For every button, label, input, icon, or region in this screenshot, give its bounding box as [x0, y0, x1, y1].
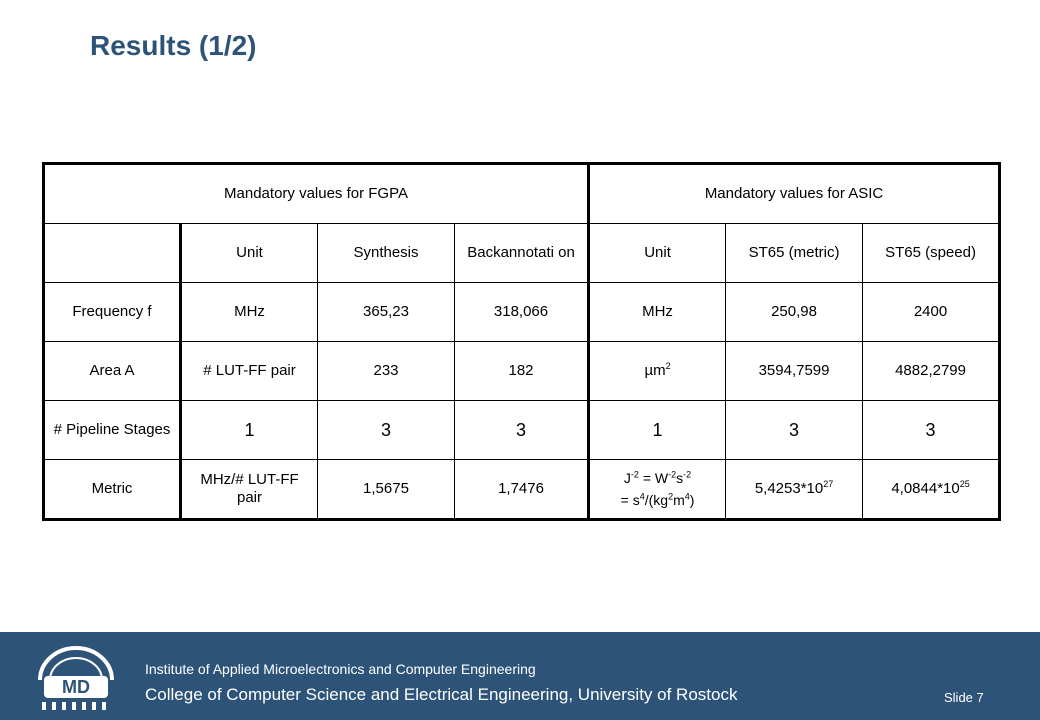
cell-unit-asic: MHz [587, 282, 727, 342]
table-row-metric: Metric MHz/# LUT-FF pair 1,5675 1,7476 J… [43, 459, 1001, 520]
cell-synthesis: 233 [317, 341, 455, 401]
institute-name: Institute of Applied Microelectronics an… [145, 661, 536, 677]
cell-backannotation: 182 [453, 341, 590, 401]
cell-unit-asic: 1 [587, 400, 727, 460]
formula-line-1: J-2 = W-2s-2 [623, 469, 692, 486]
cell-backannotation: 1,7476 [453, 459, 590, 520]
header-unit-fpga: Unit [180, 223, 318, 283]
header-backannotation: Backannotati on [453, 223, 590, 283]
group-header-asic: Mandatory values for ASIC [587, 163, 1001, 224]
cell-st65-speed: 4882,2799 [862, 341, 1001, 401]
footer-band: MD Institute of Applied Microelectronics… [0, 632, 1040, 720]
cell-unit-fpga: # LUT-FF pair [180, 341, 318, 401]
cell-synthesis: 1,5675 [317, 459, 455, 520]
table-row-pipeline: # Pipeline Stages 1 3 3 1 3 3 [43, 400, 1001, 460]
cell-st65-speed: 2400 [862, 282, 1001, 342]
group-header-fpga: Mandatory values for FGPA [42, 163, 590, 224]
slide-title: Results (1/2) [90, 30, 257, 61]
cell-unit-fpga: MHz [180, 282, 318, 342]
table-group-row: Mandatory values for FGPA Mandatory valu… [42, 163, 1001, 224]
header-st65-metric: ST65 (metric) [725, 223, 864, 283]
cell-unit-fpga: MHz/# LUT-FF pair [180, 459, 318, 520]
unit-exponent: 2 [665, 361, 671, 371]
header-blank-cell [43, 223, 182, 283]
cell-synthesis: 3 [317, 400, 455, 460]
row-label: Area A [43, 341, 182, 401]
slide-number: Slide 7 [944, 690, 984, 705]
cell-st65-metric: 5,4253*1027 [725, 459, 864, 520]
university-logo-icon: MD [38, 646, 114, 710]
logo-text: MD [62, 677, 90, 697]
cell-st65-metric: 250,98 [725, 282, 864, 342]
cell-st65-speed: 3 [862, 400, 1001, 460]
college-name: College of Computer Science and Electric… [145, 685, 738, 704]
cell-st65-speed: 4,0844*1025 [862, 459, 1001, 520]
row-label: Metric [43, 459, 182, 520]
formula-line-2: = s4/(kg2m4) [620, 491, 695, 508]
header-st65-speed: ST65 (speed) [862, 223, 1001, 283]
table-row-frequency: Frequency f MHz 365,23 318,066 MHz 250,9… [43, 282, 1001, 342]
header-synthesis: Synthesis [317, 223, 455, 283]
cell-st65-metric: 3594,7599 [725, 341, 864, 401]
results-table: Mandatory values for FGPA Mandatory valu… [42, 162, 1002, 521]
header-unit-asic: Unit [587, 223, 727, 283]
cell-backannotation: 3 [453, 400, 590, 460]
table-header-row: Unit Synthesis Backannotati on Unit ST65… [43, 223, 1001, 283]
cell-st65-metric: 3 [725, 400, 864, 460]
unit-base: µm [644, 362, 666, 379]
cell-unit-fpga: 1 [180, 400, 318, 460]
row-label: Frequency f [43, 282, 182, 342]
cell-backannotation: 318,066 [453, 282, 590, 342]
cell-unit-asic: µm2 [587, 341, 727, 401]
table-row-area: Area A # LUT-FF pair 233 182 µm2 3594,75… [43, 341, 1001, 401]
row-label: # Pipeline Stages [43, 400, 182, 460]
cell-unit-asic-formula: J-2 = W-2s-2 = s4/(kg2m4) [587, 459, 727, 520]
cell-synthesis: 365,23 [317, 282, 455, 342]
